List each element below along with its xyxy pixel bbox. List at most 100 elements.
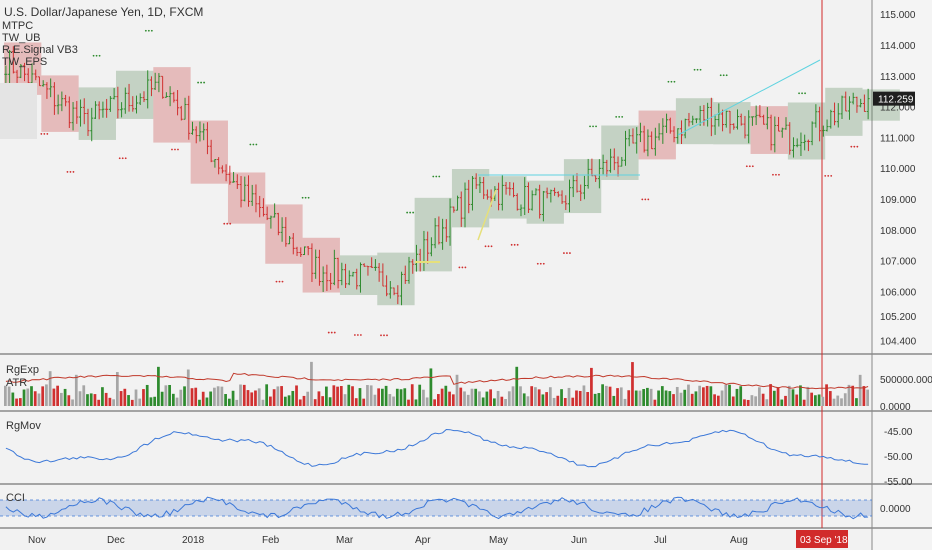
volume-bar	[418, 384, 422, 406]
signal-dot	[327, 331, 330, 334]
volume-bar	[325, 386, 328, 406]
signal-dot	[618, 115, 621, 118]
indicator-re-signal[interactable]: R.E.Signal VB3	[2, 44, 78, 56]
volume-bar	[814, 395, 817, 406]
volume-bar	[866, 389, 869, 406]
volume-bar	[168, 384, 171, 406]
indicator-list: MTPC TW_UB R.E.Signal VB3 TW_EPS	[2, 20, 78, 68]
volume-bar	[437, 394, 440, 406]
volume-bar	[858, 374, 862, 406]
signal-dot	[745, 165, 748, 168]
indicator-mtpc[interactable]: MTPC	[2, 20, 34, 32]
volume-bar	[455, 374, 459, 406]
signal-dot	[595, 125, 597, 128]
volume-bar	[403, 388, 407, 406]
signal-dot	[200, 81, 203, 84]
volume-bar	[388, 394, 392, 406]
signal-dot	[516, 243, 519, 246]
volume-bar	[608, 386, 612, 406]
signal-dot	[249, 143, 252, 146]
time-axis-label: Jun	[571, 535, 587, 546]
signal-dot	[330, 331, 333, 334]
signal-dot	[542, 262, 545, 265]
volume-bar	[448, 391, 451, 406]
price-tick-label: 111.000	[880, 133, 915, 144]
rgmov-tick-label: -55.00	[884, 477, 913, 488]
signal-dot	[432, 175, 435, 178]
price-tick-label: 114.000	[880, 41, 916, 52]
volume-bar	[108, 397, 112, 406]
volume-bar	[631, 362, 634, 406]
signal-dot	[722, 74, 725, 77]
mtpc-box	[489, 176, 527, 219]
current-price-label: 112.259	[878, 95, 914, 106]
volume-bar	[653, 399, 657, 406]
volume-bar	[739, 386, 743, 406]
signal-dot	[850, 145, 853, 148]
volume-bar	[254, 390, 257, 406]
volume-bar	[683, 389, 687, 406]
volume-bar	[541, 394, 545, 406]
volume-bar	[4, 385, 7, 406]
volume-bar	[52, 388, 56, 406]
volume-bar	[552, 397, 556, 406]
volume-bar	[672, 394, 675, 406]
rgmov-label[interactable]: RgMov	[6, 420, 41, 432]
volume-bar	[694, 391, 698, 406]
volume-bar	[519, 386, 522, 406]
mtpc-box	[190, 120, 228, 184]
volume-bar	[530, 386, 534, 406]
volume-bar	[660, 386, 664, 406]
signal-dot	[775, 173, 777, 176]
signal-dot	[647, 198, 650, 201]
mtpc-box	[638, 110, 676, 160]
indicator-tw-ub[interactable]: TW_UB	[2, 32, 41, 44]
volume-bar	[731, 396, 735, 406]
signal-dot	[40, 133, 43, 135]
chart-title: U.S. Dollar/Japanese Yen, 1D, FXCM	[4, 5, 204, 19]
volume-bar	[276, 386, 280, 406]
volume-bar	[828, 391, 832, 406]
volume-bar	[463, 391, 466, 406]
volume-bar	[246, 390, 250, 406]
rgexp-label[interactable]: RgExp	[6, 364, 40, 376]
volume-bar	[709, 386, 713, 406]
volume-bar	[690, 393, 694, 406]
signal-dot	[592, 125, 594, 128]
volume-bar	[832, 398, 836, 406]
signal-dot	[121, 157, 124, 160]
volume-bar	[369, 385, 373, 406]
volume-bar	[362, 398, 366, 406]
volume-bar	[112, 399, 115, 406]
volume-bar	[582, 385, 586, 406]
signal-dot	[644, 198, 647, 201]
volume-bar	[336, 386, 339, 406]
signal-dot	[95, 54, 98, 57]
volume-bar	[171, 393, 175, 406]
signal-dot	[333, 331, 336, 334]
signal-dot	[778, 173, 780, 176]
cyan-projection-line	[677, 59, 821, 136]
volume-bar	[593, 393, 597, 406]
volume-bar	[317, 391, 321, 406]
volume-bar	[242, 384, 246, 406]
atr-label[interactable]: ATR	[6, 377, 28, 389]
volume-bar	[41, 386, 45, 406]
signal-dot	[98, 54, 101, 57]
signal-dot	[353, 334, 356, 336]
volume-bar	[67, 395, 71, 406]
volume-bar	[537, 389, 541, 406]
signal-dot	[438, 175, 441, 178]
volume-bar	[802, 399, 806, 406]
volume-bar	[481, 397, 485, 406]
volume-bar	[799, 385, 802, 406]
signal-dot	[252, 143, 255, 146]
volume-bar	[780, 399, 784, 406]
signal-dot	[386, 334, 388, 337]
indicator-tw-eps[interactable]: TW_EPS	[2, 56, 48, 68]
volume-bar	[560, 389, 563, 406]
volume-bar	[567, 387, 571, 406]
signal-dot	[798, 92, 800, 95]
cci-label[interactable]: CCI	[6, 492, 25, 504]
